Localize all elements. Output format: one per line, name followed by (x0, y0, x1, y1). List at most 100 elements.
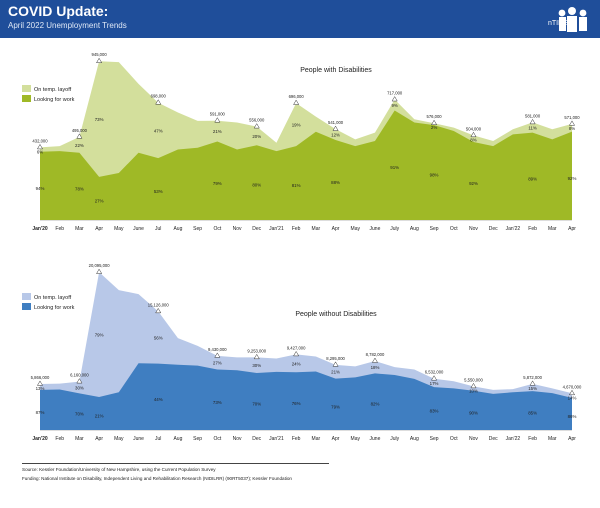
x-tick-label: Nov (469, 226, 478, 232)
x-tick-label: Oct (213, 226, 221, 232)
total-marker (529, 118, 536, 125)
total-marker (253, 123, 260, 129)
total-label: 696,000 (289, 94, 305, 99)
total-label: 9,430,000 (208, 347, 227, 352)
footer-divider (22, 463, 329, 464)
x-tick-label: Oct (213, 436, 221, 442)
x-tick-label: June (370, 436, 381, 442)
total-marker (371, 357, 378, 363)
total-label: 571,000 (564, 115, 580, 120)
x-tick-label: June (133, 226, 144, 232)
legend-temp-layoff: On temp. layoff (34, 87, 72, 93)
pct-looking-label: 70% (252, 402, 261, 407)
x-tick-label: Jul (155, 226, 161, 232)
total-label: 5,866,000 (31, 375, 50, 380)
total-marker (431, 375, 438, 381)
total-marker (431, 119, 438, 125)
x-tick-label: Sep (193, 436, 202, 442)
legend-temp-layoff: On temp. layoff (34, 295, 72, 301)
total-label: 15,126,000 (148, 302, 170, 307)
pct-looking-label: 73% (213, 400, 222, 405)
total-marker (214, 117, 221, 123)
total-label: 495,000 (72, 128, 88, 133)
x-tick-label: Dec (252, 226, 261, 232)
total-label: 576,000 (427, 114, 443, 119)
pct-temp-layoff-label: 30% (252, 363, 261, 368)
pct-looking-label: 98% (430, 173, 439, 178)
pct-temp-layoff-label: 21% (213, 129, 222, 134)
x-tick-label: Dec (489, 226, 498, 232)
total-label: 9,253,000 (247, 348, 266, 353)
people-icon (558, 7, 587, 32)
x-tick-label: Jan'21 (269, 436, 284, 442)
total-marker (568, 120, 576, 126)
x-tick-label: June (370, 226, 381, 232)
x-tick-label: June (133, 436, 144, 442)
x-tick-label: May (114, 226, 124, 232)
pct-looking-label: 92% (469, 181, 478, 186)
pct-temp-layoff-label: 10% (469, 388, 478, 393)
source-note: Source: Kessler Foundation/University of… (22, 467, 216, 472)
x-tick-label: Jan'20 (32, 436, 48, 442)
total-label: 945,000 (92, 52, 108, 57)
pct-looking-label: 53% (154, 189, 163, 194)
total-marker (155, 99, 162, 105)
pct-looking-label: 92% (568, 176, 577, 181)
x-tick-label: Jan'20 (32, 226, 48, 232)
total-marker (568, 389, 576, 396)
x-tick-label: Feb (292, 436, 301, 442)
x-tick-label: May (114, 436, 124, 442)
total-label: 5,550,000 (464, 377, 483, 382)
pct-looking-label: 83% (430, 409, 439, 414)
legend-looking-for-work: Looking for work (34, 305, 75, 311)
x-tick-label: July (390, 436, 399, 442)
legend-looking-for-work: Looking for work (34, 97, 75, 103)
total-label: 9,427,000 (287, 345, 306, 350)
total-label: 20,095,000 (89, 263, 111, 268)
total-marker (470, 382, 477, 389)
total-label: 5,872,000 (523, 375, 542, 380)
x-tick-label: Feb (528, 436, 537, 442)
total-label: 581,000 (525, 113, 541, 118)
x-tick-label: Mar (548, 226, 557, 232)
x-tick-label: Aug (173, 436, 182, 442)
total-marker (214, 352, 221, 358)
x-tick-label: Oct (450, 436, 458, 442)
pct-looking-label: 86% (568, 414, 577, 419)
total-marker (253, 353, 260, 360)
pct-looking-label: 21% (95, 414, 104, 419)
total-label: 504,000 (466, 126, 482, 131)
page-title: COVID Update: (8, 3, 109, 19)
x-tick-label: Nov (233, 226, 242, 232)
chart-title: People without Disabilities (295, 311, 377, 318)
pct-looking-label: 81% (292, 183, 301, 188)
pct-looking-label: 70% (75, 412, 84, 417)
pct-looking-label: 90% (469, 410, 478, 415)
pct-looking-label: 44% (154, 397, 163, 402)
pct-temp-layoff-label: 13% (36, 386, 45, 391)
funding-note: Funding: National Institute on Disabilit… (22, 476, 292, 481)
total-marker (76, 133, 83, 139)
total-marker (96, 268, 103, 274)
pct-temp-layoff-label: 79% (95, 333, 104, 338)
pct-looking-label: 87% (36, 410, 45, 415)
x-tick-label: Apr (568, 436, 576, 442)
total-marker (76, 378, 83, 384)
total-marker (293, 350, 300, 357)
x-tick-label: Aug (410, 436, 419, 442)
pct-looking-label: 88% (331, 180, 340, 185)
x-tick-label: July (390, 226, 399, 232)
total-label: 591,000 (210, 112, 226, 117)
x-tick-label: Mar (548, 436, 557, 442)
total-label: 556,000 (249, 118, 265, 123)
legend-temp-layoff-swatch (22, 293, 31, 300)
pct-temp-layoff-label: 56% (154, 335, 163, 340)
x-tick-label: Jan'22 (506, 436, 521, 442)
x-tick-label: Jul (155, 436, 161, 442)
pct-looking-label: 76% (292, 401, 301, 406)
pct-looking-label: 78% (75, 186, 84, 191)
total-label: 8,782,000 (366, 352, 385, 357)
x-tick-label: May (351, 436, 361, 442)
pct-looking-label: 91% (390, 165, 399, 170)
x-tick-label: Apr (332, 226, 340, 232)
